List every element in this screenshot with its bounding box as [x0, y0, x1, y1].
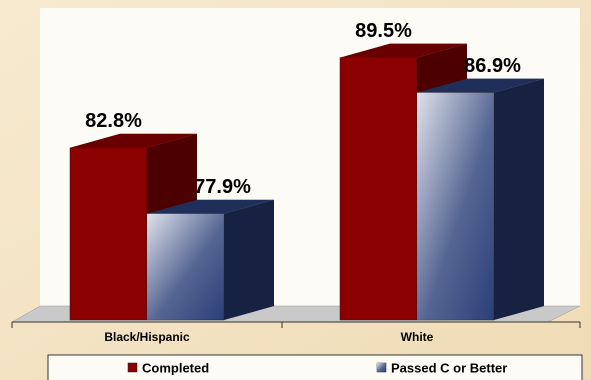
- bar-top: [70, 133, 197, 148]
- bar-top-shade: [417, 78, 544, 93]
- x-tick-label: Black/Hispanic: [104, 330, 190, 344]
- legend-label: Passed C or Better: [391, 360, 507, 375]
- value-label: 77.9%: [194, 176, 251, 198]
- bar-side-shade: [494, 78, 544, 320]
- bar-top-shade: [147, 199, 274, 214]
- value-label: 86.9%: [464, 55, 521, 77]
- bar-top-shade: [340, 43, 467, 58]
- bar-top-shade: [70, 133, 197, 148]
- bar-side: [224, 199, 274, 320]
- bar: [339, 57, 418, 321]
- bar-top: [147, 199, 274, 214]
- legend-swatch-shine: [377, 363, 386, 372]
- bar-shine: [147, 213, 224, 320]
- bar-shine: [417, 92, 494, 320]
- bar-side-shade: [224, 199, 274, 320]
- value-label: 82.8%: [85, 110, 142, 132]
- legend-label: Completed: [142, 360, 209, 375]
- bar-top: [340, 43, 467, 58]
- legend-swatch: [127, 362, 138, 373]
- bar-top: [417, 78, 544, 93]
- x-tick-label: White: [401, 330, 434, 344]
- value-label: 89.5%: [355, 20, 412, 42]
- bar-side: [494, 78, 544, 320]
- bar: [69, 147, 148, 321]
